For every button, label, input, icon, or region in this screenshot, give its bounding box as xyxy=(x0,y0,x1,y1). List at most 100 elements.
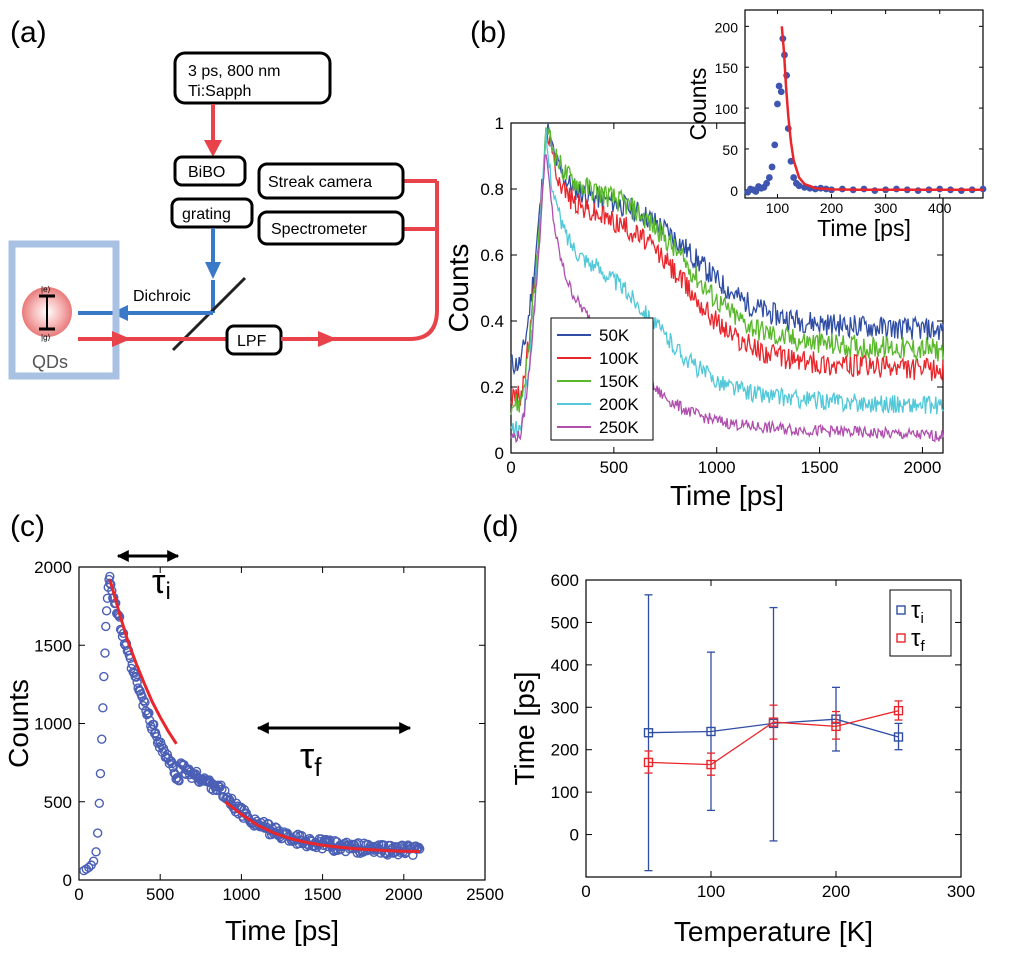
tau-f-label: τf xyxy=(300,735,322,782)
qd-frame xyxy=(8,240,120,380)
y-tick-label: 100 xyxy=(715,101,739,117)
panel-d: (d) 0 100 200 300 0 100 200 300 400 500 600 Tempera… xyxy=(482,510,975,947)
y-tick-label: 500 xyxy=(44,793,72,812)
data-point xyxy=(168,762,178,773)
data-point xyxy=(150,728,161,738)
bibo-box xyxy=(173,155,247,187)
y-axis-label: Counts xyxy=(443,244,474,333)
laser-box xyxy=(173,51,332,105)
data-point xyxy=(79,865,89,876)
x-axis-label: Time [ps] xyxy=(817,215,911,241)
legend-label-250K: 250K xyxy=(599,418,639,437)
x-tick-label: 1500 xyxy=(304,885,342,904)
streak-camera-label: Streak camera xyxy=(268,174,372,191)
data-point xyxy=(99,671,109,682)
data-point xyxy=(768,163,776,171)
series-line-200K xyxy=(510,127,944,438)
x-tick-label: 100 xyxy=(766,200,790,216)
x-tick-label: 500 xyxy=(146,885,174,904)
state-g: |g⟩ xyxy=(41,333,51,342)
grating-label: grating xyxy=(182,206,231,223)
data-point xyxy=(174,776,184,786)
x-tick-label: 2000 xyxy=(385,885,423,904)
data-point xyxy=(226,793,237,804)
data-point xyxy=(102,593,113,603)
x-tick-label: 0 xyxy=(74,885,83,904)
y-axis-label: Counts xyxy=(3,679,34,768)
data-point xyxy=(94,798,105,809)
x-tick-label: 1000 xyxy=(698,458,736,477)
data-point xyxy=(88,856,99,866)
axes-frame xyxy=(510,122,944,454)
data-point xyxy=(191,766,202,777)
data-point xyxy=(142,710,152,720)
series-line-50K xyxy=(510,123,944,376)
legend-label-τf: τf xyxy=(911,625,925,655)
data-point xyxy=(97,734,107,744)
y-tick-label: 0 xyxy=(495,444,504,463)
data-point xyxy=(159,746,170,756)
y-tick-label: 0.6 xyxy=(480,246,504,265)
data-point-τf xyxy=(831,721,841,732)
pump-arrow-1 xyxy=(204,140,222,157)
data-point xyxy=(771,141,779,149)
y-tick-label: 200 xyxy=(715,19,739,35)
x-tick-label: 2500 xyxy=(466,885,504,904)
panel-a: (a) 3 ps, 800 nm Ti:Sapph BiBO grating D… xyxy=(8,16,439,380)
y-tick-label: 0 xyxy=(570,826,579,845)
y-axis-label: Counts xyxy=(685,68,711,141)
x-axis-label: Temperature [K] xyxy=(674,916,873,947)
grating-box xyxy=(170,197,254,229)
x-tick-label: 500 xyxy=(600,458,628,477)
plot-d: 0 100 200 300 0 100 200 300 400 500 600 Temperature… xyxy=(509,571,975,947)
x-tick-label: 0 xyxy=(506,458,515,477)
series-line-150K xyxy=(510,125,944,415)
legend-box xyxy=(889,589,952,657)
y-tick-label: 300 xyxy=(551,698,579,717)
data-point xyxy=(795,182,803,190)
laser-label-1: 3 ps, 800 nm xyxy=(188,63,281,80)
y-tick-label: 600 xyxy=(551,571,579,590)
y-tick-label: 1 xyxy=(495,114,504,133)
panel-c: (c) 0 500 1000 1500 2000 2500 0 500 1000 1500 2000… xyxy=(3,510,504,946)
x-tick-label: 100 xyxy=(697,882,725,901)
data-point xyxy=(777,88,785,96)
data-point xyxy=(763,179,771,187)
state-e: |e⟩ xyxy=(41,285,51,294)
fit-final xyxy=(224,800,421,853)
data-point-τi xyxy=(643,728,654,738)
data-point xyxy=(101,606,112,616)
legend-box xyxy=(550,317,654,441)
data-point-τf xyxy=(706,759,716,770)
plot-c: 0 500 1000 1500 2000 2500 0 500 1000 1500 2000 Time… xyxy=(3,550,504,946)
axes-frame xyxy=(585,579,962,878)
data-point-τf xyxy=(768,717,779,727)
data-point xyxy=(765,174,773,181)
y-tick-label: 0.2 xyxy=(480,378,504,397)
panel-label-a: (a) xyxy=(10,16,47,49)
y-tick-label: 1500 xyxy=(34,636,72,655)
data-point-τi xyxy=(893,732,904,742)
series-line-250K xyxy=(510,153,944,444)
fit-initial xyxy=(108,579,178,745)
qds-label: QDs xyxy=(32,352,68,372)
data-point-τf xyxy=(643,757,654,768)
data-point xyxy=(101,621,111,632)
legend-label-τi: τi xyxy=(911,597,924,627)
y-tick-label: 400 xyxy=(551,656,579,675)
y-tick-label: 500 xyxy=(551,613,579,632)
y-tick-label: 100 xyxy=(551,783,579,802)
tau-i-label: τi xyxy=(152,563,171,605)
axes-frame xyxy=(744,9,984,199)
y-tick-label: 0 xyxy=(730,183,738,199)
panel-label-c: (c) xyxy=(10,510,45,543)
x-tick-label: 1500 xyxy=(801,458,839,477)
y-tick-label: 0.4 xyxy=(480,312,504,331)
data-point xyxy=(790,174,798,181)
y-tick-label: 0.8 xyxy=(480,180,504,199)
x-tick-label: 1000 xyxy=(222,885,260,904)
legend-marker-τi xyxy=(896,605,906,615)
